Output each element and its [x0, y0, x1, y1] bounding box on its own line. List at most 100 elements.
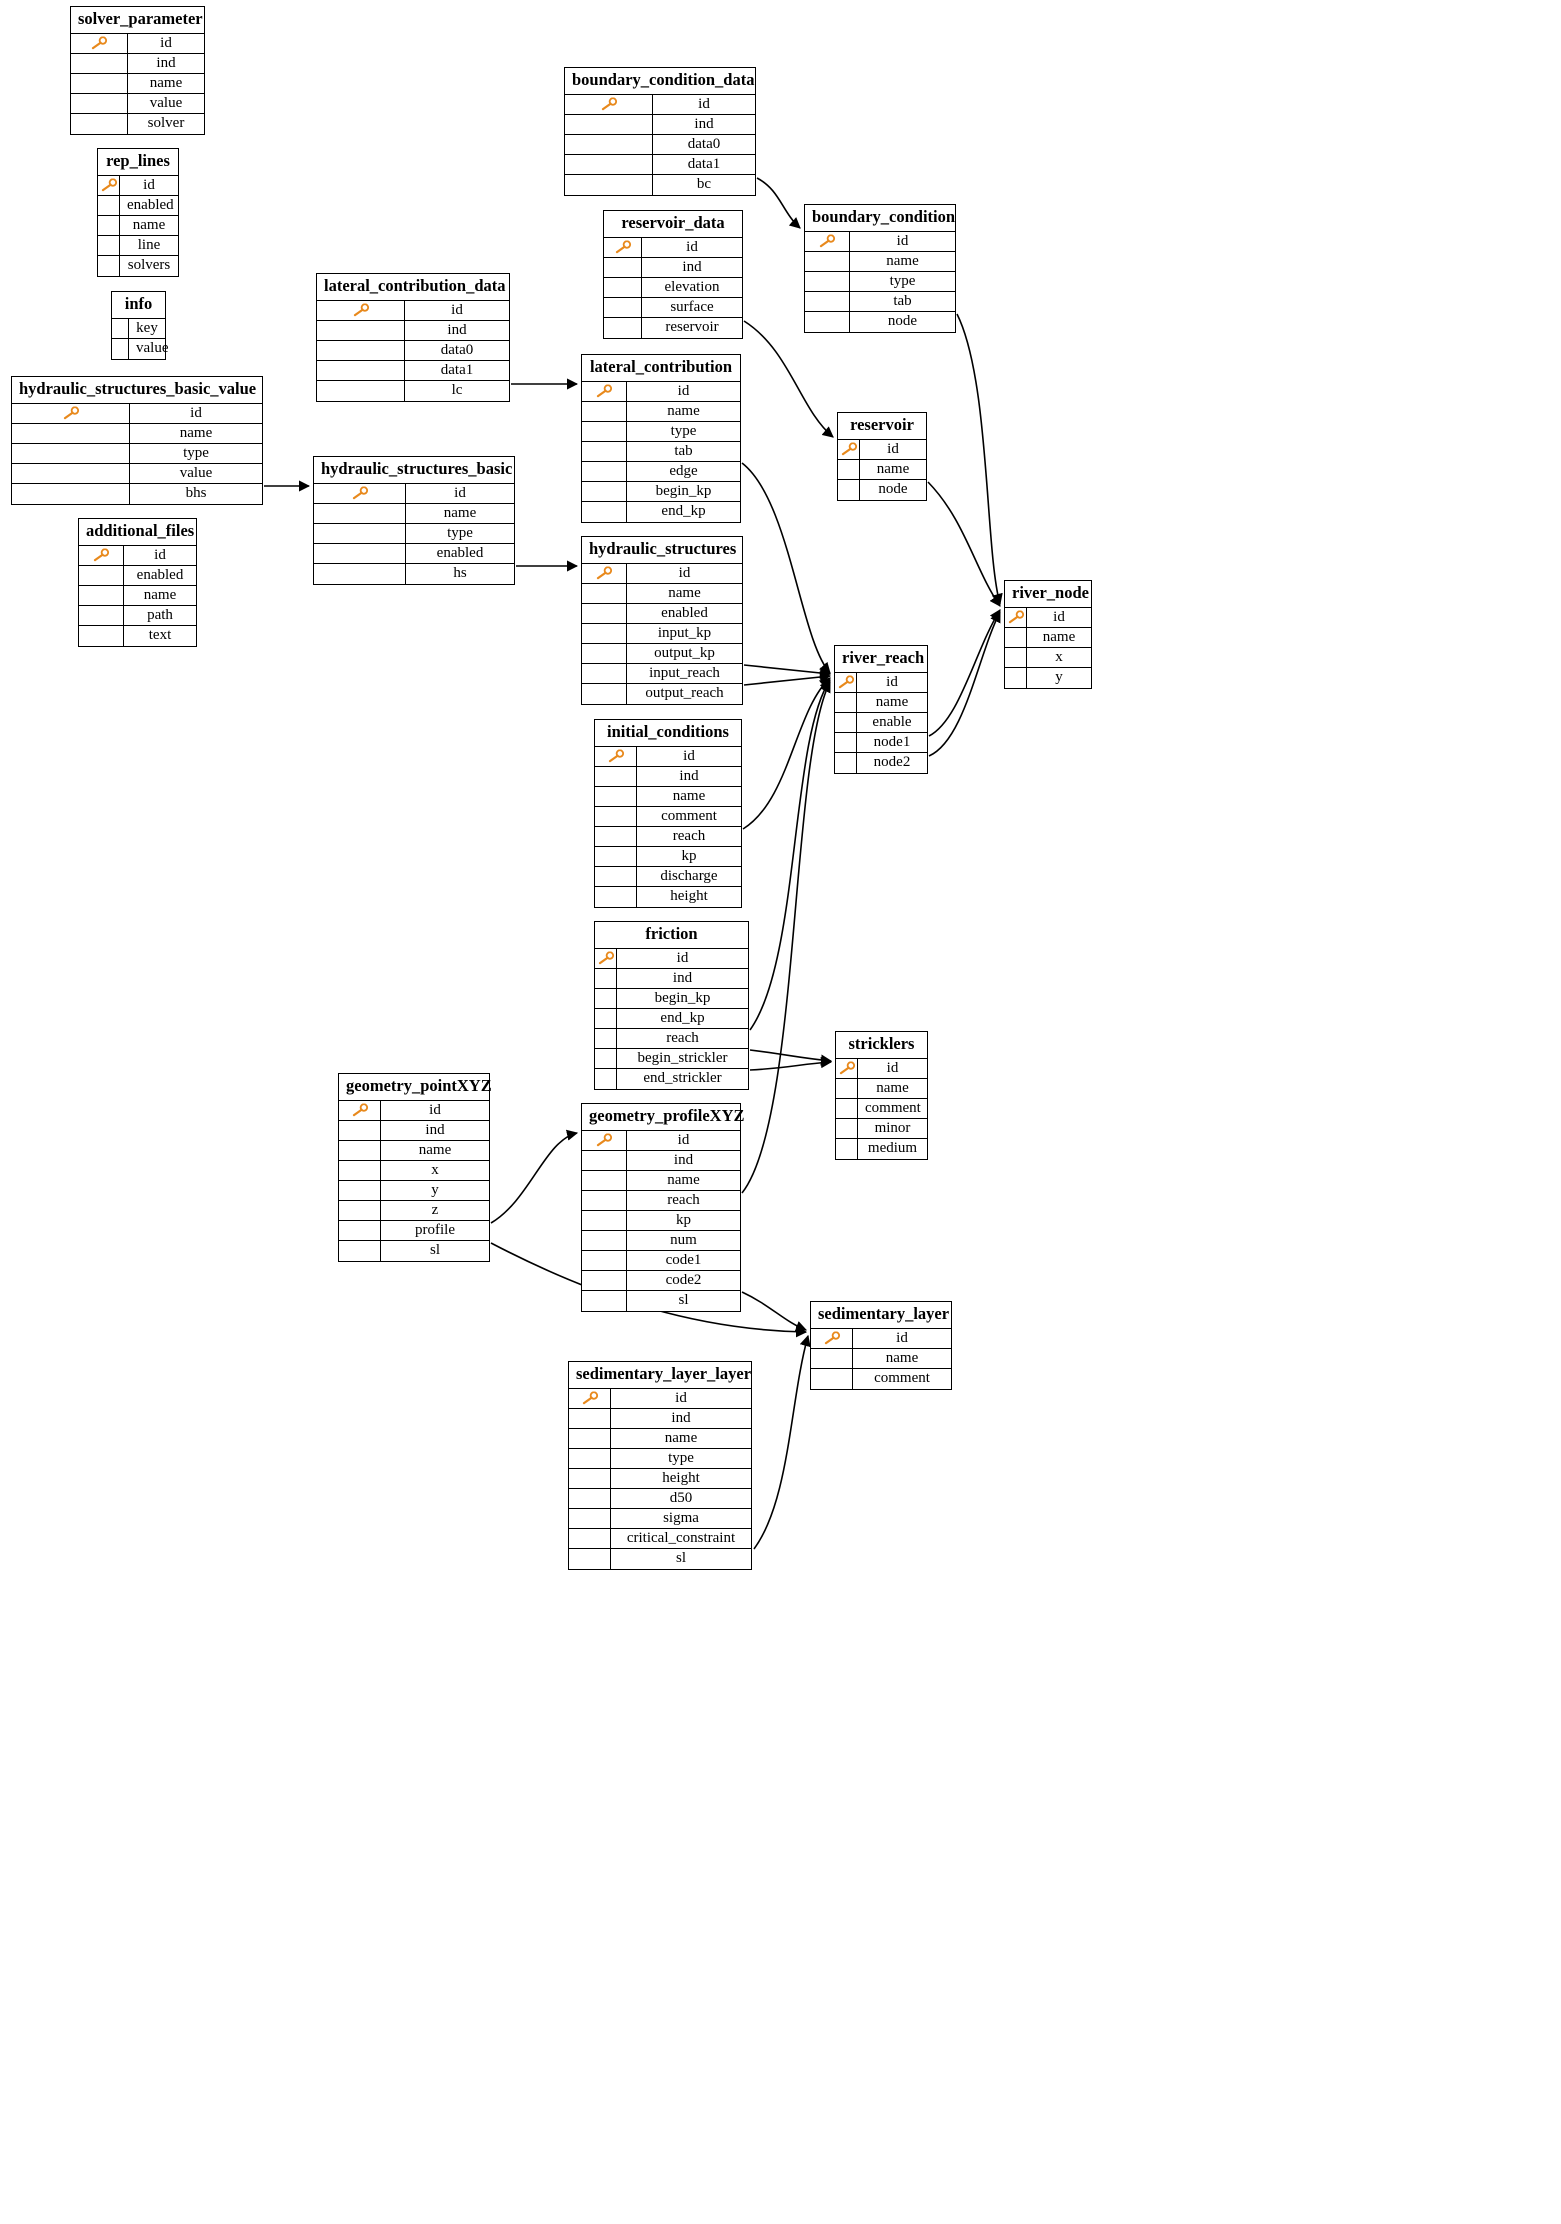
entity-hydraulic_structures_basic_value[interactable]: hydraulic_structures_basic_value id name ty… [11, 376, 263, 505]
field-name: name [132, 216, 166, 233]
field-row: solver [71, 113, 204, 134]
key-cell-empty [569, 1428, 611, 1448]
field-row: node2 [835, 752, 927, 773]
key-cell-empty [314, 503, 406, 523]
field-name: data1 [440, 361, 474, 378]
relationship-edge [756, 177, 801, 229]
field-row: name [1005, 627, 1091, 648]
entity-reservoir_data[interactable]: reservoir_data id ind elevation surface reser… [603, 210, 743, 339]
key-cell-empty [582, 623, 627, 643]
entity-stricklers[interactable]: stricklers id name comment minor medium [835, 1031, 928, 1160]
key-cell-empty [71, 113, 128, 134]
key-cell-empty [595, 766, 637, 786]
field-name: name [664, 1429, 698, 1446]
entity-river_reach[interactable]: river_reach id name enable node1 node2 [834, 645, 928, 774]
field-row: end_kp [582, 501, 740, 522]
primary-key-cell [838, 439, 860, 459]
field-name: hs [453, 564, 467, 581]
relationship-edge [927, 481, 1001, 607]
field-row: id [582, 563, 742, 584]
entity-hydraulic_structures[interactable]: hydraulic_structures id name enabled input_k… [581, 536, 743, 705]
field-name: ind [672, 969, 693, 986]
entity-title-hydraulic_structures_basic_value: hydraulic_structures_basic_value [12, 377, 262, 404]
field-row: type [569, 1448, 751, 1469]
entity-boundary_condition_data[interactable]: boundary_condition_data id ind data0 data1 bc [564, 67, 756, 196]
entity-lateral_contribution[interactable]: lateral_contribution id name type tab edge beg… [581, 354, 741, 523]
field-name: ind [156, 54, 176, 71]
field-name: reach [666, 1029, 699, 1046]
key-cell-empty [12, 423, 130, 443]
primary-key-icon [93, 548, 110, 562]
field-name: num [670, 1231, 697, 1248]
field-row: lc [317, 380, 509, 401]
field-row: data0 [565, 134, 755, 155]
field-row: ind [317, 320, 509, 341]
key-cell-empty [835, 712, 857, 732]
entity-title-rep_lines: rep_lines [98, 149, 178, 176]
field-row: tab [805, 291, 955, 312]
relationship-edge [753, 1334, 811, 1550]
key-cell-empty [582, 683, 627, 704]
field-name: name [668, 584, 701, 601]
entity-sedimentary_layer[interactable]: sedimentary_layer id name comment [810, 1301, 952, 1390]
field-row: sl [339, 1240, 489, 1261]
entity-boundary_condition[interactable]: boundary_condition id name type tab node [804, 204, 956, 333]
key-cell-empty [1005, 627, 1027, 647]
field-row: key [112, 318, 165, 339]
key-cell-empty [805, 271, 850, 291]
field-row: comment [811, 1368, 951, 1389]
field-row: d50 [569, 1488, 751, 1509]
primary-key-cell [582, 381, 627, 401]
field-row: enabled [582, 603, 742, 624]
key-cell-empty [565, 134, 653, 154]
key-cell-empty [595, 806, 637, 826]
field-name: id [160, 34, 172, 51]
key-cell-empty [838, 459, 860, 479]
field-name: comment [661, 807, 717, 824]
field-name: begin_kp [654, 989, 711, 1006]
field-name: type [183, 444, 209, 461]
key-cell-empty [595, 988, 617, 1008]
field-name: z [431, 1201, 439, 1218]
entity-rep_lines[interactable]: rep_lines id enabled name line solvers [97, 148, 179, 277]
field-name: name [667, 402, 700, 419]
field-row: sl [582, 1290, 740, 1311]
key-cell-empty [595, 866, 637, 886]
entity-geometry_profileXYZ[interactable]: geometry_profileXYZ id ind name reach kp num co… [581, 1103, 745, 1312]
field-name: input_reach [649, 664, 720, 681]
field-name: reach [667, 1191, 700, 1208]
entity-lateral_contribution_data[interactable]: lateral_contribution_data id ind data0 data1… [316, 273, 510, 402]
entity-geometry_pointXYZ[interactable]: geometry_pointXYZ id ind name x y z profile sl [338, 1073, 492, 1262]
entity-river_node[interactable]: river_node id name x y [1004, 580, 1092, 689]
entity-info[interactable]: info key value [111, 291, 168, 360]
entity-title-solver_parameter: solver_parameter [71, 7, 204, 34]
field-row: name [582, 583, 742, 604]
field-row: ind [604, 257, 742, 278]
field-name: ind [682, 258, 702, 275]
key-cell-empty [339, 1200, 381, 1220]
entity-initial_conditions[interactable]: initial_conditions id ind name comment reach k… [594, 719, 742, 908]
entity-additional_files[interactable]: additional_files id enabled name path text [78, 518, 197, 647]
entity-hydraulic_structures_basic[interactable]: hydraulic_structures_basic id name type enab… [313, 456, 515, 585]
field-name: id [887, 440, 899, 457]
entity-reservoir[interactable]: reservoir id name node [837, 412, 927, 501]
field-row: line [98, 235, 178, 256]
primary-key-icon [596, 1133, 613, 1147]
entity-solver_parameter[interactable]: solver_parameter id ind name value solver [70, 6, 205, 135]
key-cell-empty [595, 786, 637, 806]
field-row: name [569, 1428, 751, 1449]
field-name: name [876, 460, 910, 477]
entity-friction[interactable]: friction id ind begin_kp end_kp reach begin_st… [594, 921, 749, 1090]
primary-key-cell [582, 563, 627, 583]
field-row: end_strickler [595, 1068, 748, 1089]
field-name: data0 [440, 341, 474, 358]
field-row: text [79, 625, 196, 646]
field-name: solver [147, 114, 185, 131]
field-name: node [887, 312, 918, 329]
field-name: id [1053, 608, 1065, 625]
field-row: name [838, 459, 926, 480]
field-row: height [595, 886, 741, 907]
field-name: elevation [664, 278, 720, 295]
key-cell-empty [582, 481, 627, 501]
entity-sedimentary_layer_layer[interactable]: sedimentary_layer_layer id ind name type heig… [568, 1361, 752, 1570]
